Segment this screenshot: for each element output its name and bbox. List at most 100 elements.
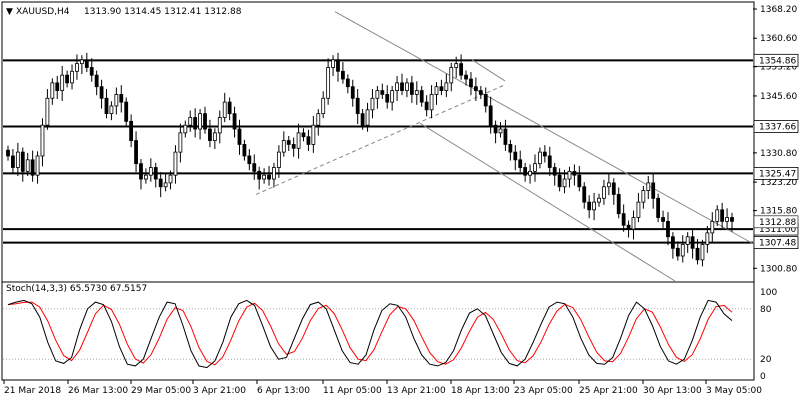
candle-body bbox=[222, 101, 227, 118]
candle-body bbox=[262, 174, 267, 180]
candle-body bbox=[523, 167, 528, 176]
candle-body bbox=[419, 90, 424, 103]
candle-body bbox=[50, 82, 55, 99]
candle-body bbox=[405, 82, 409, 91]
stochastic-oscillator bbox=[3, 299, 753, 369]
candle-body bbox=[208, 128, 212, 141]
candle-body bbox=[577, 174, 582, 188]
candle-body bbox=[385, 94, 390, 103]
candle-body bbox=[464, 74, 468, 80]
candle-body bbox=[119, 94, 124, 103]
candle-body bbox=[562, 178, 567, 188]
candle-body bbox=[651, 182, 656, 199]
candle-body bbox=[94, 74, 99, 88]
candle-body bbox=[203, 113, 207, 130]
candle-body bbox=[247, 155, 252, 165]
candle-body bbox=[331, 59, 335, 68]
ohlc-label: 1313.90 1314.45 1312.41 1312.88 bbox=[84, 7, 242, 17]
candle-body bbox=[690, 236, 695, 249]
level-label: 1354.86 bbox=[759, 56, 796, 66]
candle-body bbox=[626, 224, 631, 230]
candle-body bbox=[124, 101, 129, 122]
candle-body bbox=[538, 151, 542, 165]
candle-body bbox=[341, 70, 345, 80]
candle-body bbox=[336, 59, 340, 72]
candle-body bbox=[370, 97, 375, 111]
candle-body bbox=[469, 78, 473, 88]
candle-body bbox=[345, 78, 350, 88]
candle-body bbox=[459, 63, 464, 76]
candle-body bbox=[547, 155, 552, 168]
candle-body bbox=[670, 236, 675, 249]
candle-body bbox=[252, 163, 257, 172]
candle-body bbox=[533, 163, 537, 172]
candle-body bbox=[582, 186, 587, 203]
level-tag bbox=[753, 120, 799, 133]
candle-body bbox=[375, 90, 380, 99]
candle-body bbox=[129, 120, 134, 141]
candle-body bbox=[193, 117, 198, 130]
candle-body bbox=[710, 220, 715, 234]
candle-body bbox=[725, 217, 729, 222]
candle-body bbox=[656, 197, 661, 218]
candle-body bbox=[168, 174, 173, 184]
candle-body bbox=[134, 140, 138, 165]
candle-body bbox=[217, 117, 222, 134]
candle-body bbox=[306, 136, 311, 145]
stoch-tick-label: 0 bbox=[760, 372, 766, 382]
x-tick-label: 3 May 05:00 bbox=[706, 386, 762, 396]
candle-body bbox=[153, 167, 158, 180]
x-tick-label: 29 Mar 05:00 bbox=[131, 386, 191, 396]
candle-body bbox=[311, 124, 316, 145]
x-tick-label: 21 Mar 2018 bbox=[4, 386, 61, 396]
candle-body bbox=[705, 232, 710, 245]
candle-body bbox=[291, 144, 296, 149]
candle-body bbox=[572, 170, 577, 176]
stoch-label: Stoch(14,3,3) 65.5730 67.5157 bbox=[6, 284, 147, 294]
candle-body bbox=[695, 247, 700, 261]
candle-body bbox=[212, 132, 217, 141]
candle-body bbox=[518, 159, 523, 168]
x-tick-label: 13 Apr 21:00 bbox=[387, 386, 446, 396]
candle-body bbox=[400, 82, 404, 91]
candle-body bbox=[272, 167, 276, 180]
candle-body bbox=[685, 236, 690, 245]
candle-body bbox=[109, 105, 114, 115]
candle-body bbox=[35, 155, 40, 176]
stoch-tick-label: 100 bbox=[760, 288, 777, 298]
candle-body bbox=[602, 186, 606, 199]
level-label: 1311.00 bbox=[759, 225, 796, 235]
candle-body bbox=[429, 94, 434, 111]
y-tick-label: 1323.20 bbox=[760, 178, 797, 188]
candle-body bbox=[84, 59, 89, 68]
candle-body bbox=[6, 149, 10, 157]
candle-body bbox=[528, 170, 532, 176]
stoch-tick-label: 20 bbox=[760, 355, 772, 365]
candle-body bbox=[483, 94, 488, 107]
x-tick-label: 25 Apr 21:00 bbox=[579, 386, 638, 396]
y-tick-label: 1315.80 bbox=[760, 207, 797, 217]
current-price-label: 1312.88 bbox=[759, 218, 796, 228]
stoch-signal-line bbox=[7, 301, 733, 366]
trendlines bbox=[255, 11, 759, 282]
y-tick-label: 1360.60 bbox=[760, 34, 797, 44]
candle-body bbox=[631, 217, 636, 230]
candle-body bbox=[611, 182, 616, 195]
candle-body bbox=[414, 90, 419, 95]
candle-body bbox=[99, 86, 104, 99]
candle-body bbox=[350, 86, 355, 99]
candle-body bbox=[114, 94, 119, 107]
candle-body bbox=[424, 101, 429, 111]
level-label: 1337.66 bbox=[759, 122, 796, 132]
candle-body bbox=[395, 82, 399, 91]
candle-body bbox=[321, 97, 326, 115]
level-tag bbox=[753, 53, 799, 67]
channel-lower-line bbox=[419, 122, 676, 282]
time-axis: 21 Mar 2018 26 Mar 13:00 29 Mar 05:00 3 Apr… bbox=[3, 380, 762, 396]
candle-body bbox=[488, 105, 493, 126]
candle-body bbox=[715, 209, 720, 222]
candle-body bbox=[513, 151, 518, 161]
candle-body bbox=[478, 90, 483, 95]
candle-body bbox=[641, 190, 646, 203]
